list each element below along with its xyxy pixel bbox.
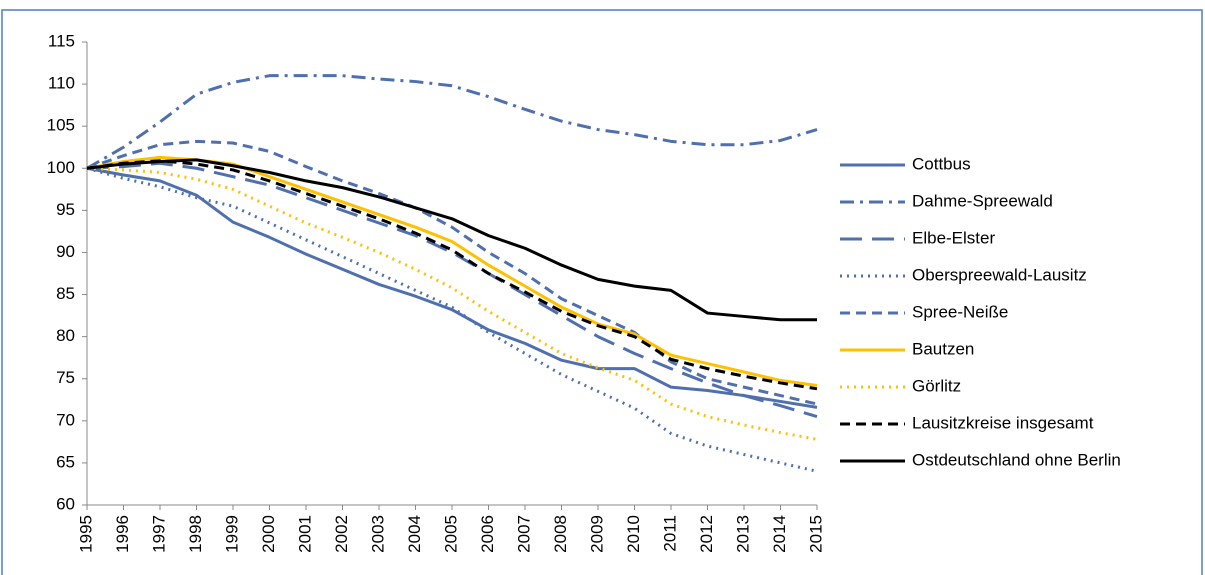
- y-tick-label: 115: [48, 31, 75, 50]
- legend-label: Elbe-Elster: [912, 228, 995, 247]
- y-tick-label: 80: [56, 326, 75, 345]
- legend-label: Lausitzkreise insgesamt: [912, 413, 1094, 432]
- series-line: [86, 74, 818, 170]
- legend-label: Cottbus: [912, 154, 971, 173]
- y-tick-label: 70: [56, 410, 75, 429]
- legend-label: Dahme-Spreewald: [912, 191, 1053, 210]
- x-tick-label: 1996: [113, 515, 132, 553]
- x-tick-label: 2012: [697, 515, 716, 553]
- y-tick-label: 90: [56, 242, 75, 261]
- series-line: [86, 166, 818, 473]
- x-tick-label: 2001: [295, 515, 314, 553]
- x-tick-label: 2005: [441, 515, 460, 553]
- x-tick-label: 2004: [405, 515, 424, 553]
- series-line: [86, 139, 818, 406]
- x-tick-label: 2010: [624, 515, 643, 553]
- series-line: [86, 166, 818, 409]
- y-tick-label: 100: [47, 158, 75, 177]
- x-tick-label: 2002: [332, 515, 351, 553]
- x-tick-label: 2009: [587, 515, 606, 553]
- x-tick-label: 1998: [186, 515, 205, 553]
- x-tick-label: 1997: [149, 515, 168, 553]
- y-tick-label: 60: [56, 494, 75, 513]
- y-tick-label: 95: [56, 200, 75, 219]
- legend-label: Spree-Neiße: [912, 302, 1008, 321]
- series-line: [86, 158, 817, 322]
- legend-label: Görlitz: [912, 376, 961, 395]
- y-tick-label: 85: [56, 284, 75, 303]
- x-tick-label: 2003: [368, 515, 387, 553]
- legend-label: Oberspreewald-Lausitz: [912, 265, 1087, 284]
- x-tick-label: 2014: [770, 515, 789, 553]
- x-tick-label: 2006: [478, 515, 497, 553]
- chart-frame: [1, 9, 1203, 575]
- x-tick-label: 2008: [551, 515, 570, 553]
- x-tick-label: 2013: [733, 515, 752, 553]
- y-tick-label: 65: [56, 452, 75, 471]
- x-tick-label: 1999: [222, 515, 241, 553]
- x-tick-label: 1995: [76, 515, 95, 553]
- y-tick-label: 110: [48, 74, 75, 93]
- legend-label: Ostdeutschland ohne Berlin: [912, 450, 1121, 469]
- x-tick-label: 2000: [259, 515, 278, 553]
- x-tick-label: 2015: [806, 515, 825, 553]
- y-tick-label: 105: [47, 116, 75, 135]
- x-tick-label: 2007: [514, 515, 533, 553]
- y-tick-label: 75: [56, 368, 75, 387]
- x-tick-label: 2011: [660, 515, 679, 552]
- series-line: [86, 161, 818, 419]
- legend-label: Bautzen: [912, 339, 974, 358]
